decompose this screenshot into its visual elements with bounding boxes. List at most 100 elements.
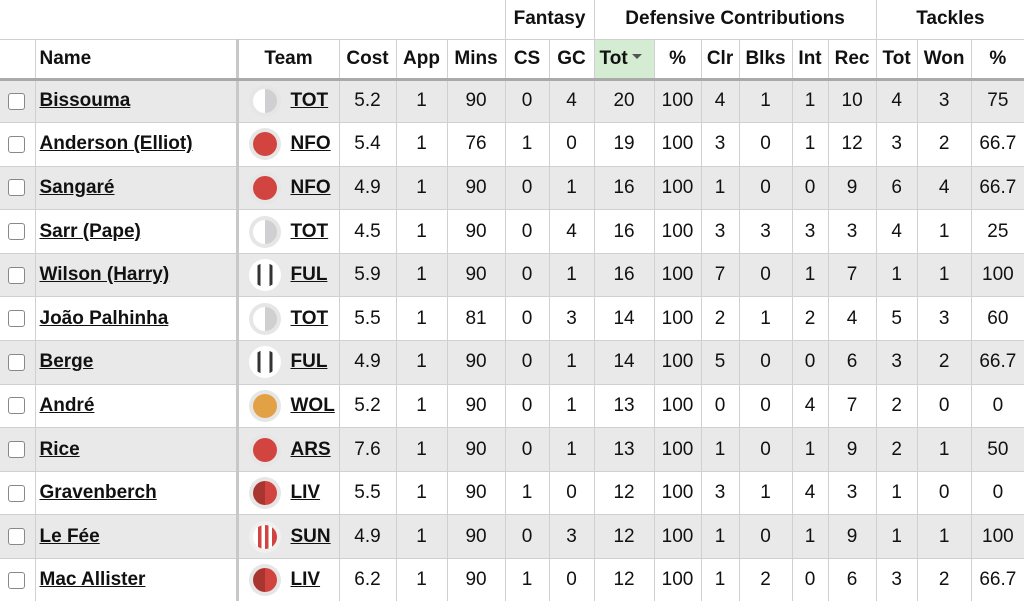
row-checkbox[interactable]	[8, 135, 25, 153]
row-checkbox[interactable]	[8, 223, 25, 241]
column-header-app[interactable]: App	[395, 38, 448, 81]
column-header-blks[interactable]: Blks	[738, 38, 793, 81]
stat-cost: 4.9	[338, 165, 397, 211]
row-checkbox[interactable]	[8, 528, 25, 546]
team-link[interactable]: LIV	[290, 569, 321, 591]
row-checkbox[interactable]	[8, 266, 25, 284]
stat-int: 1	[791, 514, 829, 560]
half-darkred-red-badge-icon	[248, 564, 281, 597]
stat-rec: 9	[827, 427, 877, 472]
team-link[interactable]: NFO	[290, 176, 331, 198]
team-cell: NFO	[236, 165, 340, 211]
row-checkbox[interactable]	[8, 179, 25, 197]
player-name-cell: Gravenberch	[34, 470, 239, 516]
stat-app: 1	[395, 558, 448, 601]
stat-gc: 0	[548, 558, 595, 601]
player-name-cell: Le Fée	[34, 514, 239, 560]
stat-app: 1	[395, 78, 448, 124]
team-link[interactable]: TOT	[290, 90, 329, 112]
stat-tk-won: 3	[916, 78, 972, 124]
stat-clr: 1	[700, 427, 740, 472]
row-checkbox[interactable]	[8, 397, 25, 415]
stat-cs: 1	[504, 558, 550, 601]
table-row: André WOL 5.2 1 90 0 1 13 100 0 0 4 7 2 0 0	[0, 383, 1024, 429]
team-cell: LIV	[236, 558, 340, 601]
table-row: Anderson (Elliot) NFO 5.4 1 76 1 0 19 100 3 0 1 12 3 2…	[0, 122, 1024, 167]
player-name-link[interactable]: Le Fée	[39, 525, 100, 547]
row-checkbox[interactable]	[8, 484, 25, 502]
player-name-link[interactable]: Rice	[39, 438, 80, 460]
stat-tk-tot: 3	[875, 122, 918, 167]
row-checkbox[interactable]	[8, 353, 25, 371]
stat-int: 1	[791, 78, 829, 124]
row-checkbox[interactable]	[8, 571, 25, 589]
stat-tk-tot: 1	[875, 470, 918, 516]
stat-dc-pct: 100	[653, 122, 702, 167]
team-link[interactable]: TOT	[290, 220, 329, 242]
team-link[interactable]: NFO	[290, 133, 331, 155]
player-name-link[interactable]: Sangaré	[39, 176, 115, 198]
player-name-cell: Wilson (Harry)	[34, 252, 239, 298]
team-link[interactable]: SUN	[290, 525, 331, 547]
stat-dc-tot: 19	[593, 122, 655, 167]
column-header-tk-won[interactable]: Won	[916, 38, 972, 81]
stat-tk-tot: 4	[875, 209, 918, 254]
row-checkbox[interactable]	[8, 441, 25, 459]
column-header-int[interactable]: Int	[791, 38, 829, 81]
player-name-link[interactable]: Mac Allister	[39, 569, 146, 591]
column-header-cost[interactable]: Cost	[338, 38, 397, 81]
stat-tk-pct: 75	[970, 78, 1024, 124]
column-header-name[interactable]: Name	[34, 38, 239, 81]
team-link[interactable]: TOT	[290, 307, 329, 329]
player-name-link[interactable]: Gravenberch	[39, 482, 157, 504]
stat-gc: 1	[548, 340, 595, 385]
stat-app: 1	[395, 383, 448, 429]
player-name-link[interactable]: Sarr (Pape)	[39, 220, 141, 242]
column-header-row: Name Team Cost App Mins CS GC Tot % Clr …	[0, 38, 1024, 81]
stat-gc: 0	[548, 470, 595, 516]
column-header-tk-tot[interactable]: Tot	[875, 38, 918, 81]
stat-dc-tot: 12	[593, 558, 655, 601]
player-name-link[interactable]: Anderson (Elliot)	[39, 133, 193, 155]
player-name-link[interactable]: João Palhinha	[39, 307, 169, 329]
column-header-dc-pct[interactable]: %	[653, 38, 702, 81]
stat-tk-won: 2	[916, 340, 972, 385]
stat-rec: 10	[827, 78, 877, 124]
stat-tk-won: 4	[916, 165, 972, 211]
table-row: Berge FUL 4.9 1 90 0 1 14 100 5 0 0 6 3 2 66.7	[0, 340, 1024, 385]
player-name-link[interactable]: Bissouma	[39, 90, 131, 112]
player-name-link[interactable]: André	[39, 394, 95, 416]
team-link[interactable]: FUL	[290, 264, 328, 286]
stat-dc-tot: 12	[593, 470, 655, 516]
stat-cost: 5.4	[338, 122, 397, 167]
stat-tk-pct: 66.7	[970, 558, 1024, 601]
stat-tk-pct: 0	[970, 470, 1024, 516]
team-link[interactable]: ARS	[290, 438, 331, 460]
column-header-clr[interactable]: Clr	[700, 38, 740, 81]
stat-tk-pct: 100	[970, 252, 1024, 298]
column-header-gc[interactable]: GC	[548, 38, 595, 81]
column-header-dc-tot[interactable]: Tot	[593, 38, 655, 81]
team-link[interactable]: LIV	[290, 482, 321, 504]
stat-tk-won: 0	[916, 383, 972, 429]
team-cell: FUL	[236, 340, 340, 385]
stat-cs: 0	[504, 514, 550, 560]
column-header-mins[interactable]: Mins	[446, 38, 506, 81]
stat-rec: 12	[827, 122, 877, 167]
column-header-tk-pct[interactable]: %	[970, 38, 1024, 81]
player-name-link[interactable]: Wilson (Harry)	[39, 264, 170, 286]
column-header-team[interactable]: Team	[236, 38, 340, 81]
column-header-cs[interactable]: CS	[504, 38, 550, 81]
row-select-cell	[0, 209, 36, 254]
stat-mins: 90	[446, 78, 506, 124]
row-checkbox[interactable]	[8, 92, 25, 110]
player-name-link[interactable]: Berge	[39, 351, 94, 373]
stat-gc: 4	[548, 78, 595, 124]
stat-blks: 0	[738, 514, 793, 560]
team-link[interactable]: FUL	[290, 351, 328, 373]
row-checkbox[interactable]	[8, 310, 25, 328]
team-link[interactable]: WOL	[290, 394, 335, 416]
stat-tk-tot: 4	[875, 78, 918, 124]
column-header-rec[interactable]: Rec	[827, 38, 877, 81]
stat-dc-tot: 16	[593, 209, 655, 254]
